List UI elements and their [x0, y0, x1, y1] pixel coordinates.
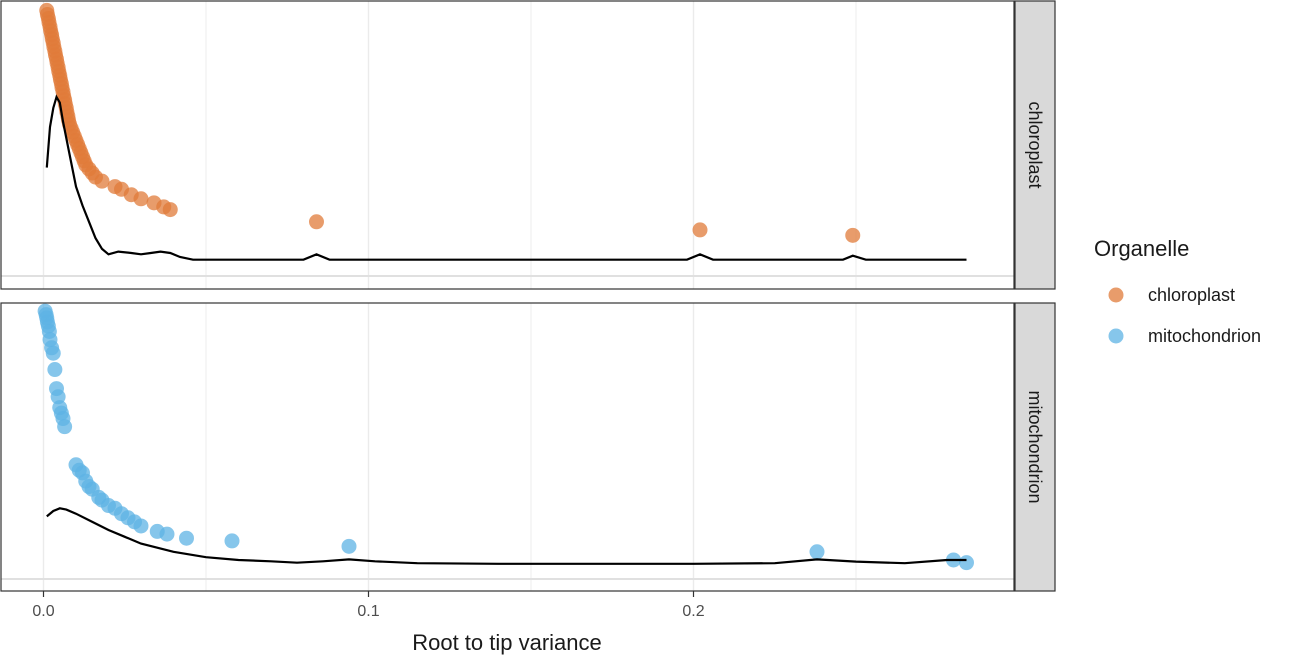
data-point	[341, 538, 357, 554]
data-point	[809, 544, 825, 560]
data-point	[133, 518, 149, 534]
x-axis: 0.0 0.1 0.2	[32, 591, 705, 620]
density-curve	[46, 507, 967, 565]
facet-panel-chloroplast: chloroplast	[0, 0, 1056, 290]
legend-key	[1108, 328, 1124, 344]
data-point	[309, 214, 324, 230]
facet-panel-mitochondrion: mitochondrion	[0, 302, 1056, 592]
data-point	[179, 530, 194, 546]
x-axis-title: Root to tip variance	[412, 630, 602, 655]
legend-label: chloroplast	[1148, 285, 1235, 305]
x-tick-label: 0.0	[32, 603, 54, 620]
facet-strip-label: mitochondrion	[1025, 390, 1045, 503]
data-point	[47, 362, 63, 378]
panel-border	[0, 0, 1015, 290]
facet-strip	[1014, 0, 1056, 290]
legend-item-chloroplast: chloroplast	[1108, 285, 1235, 305]
data-point	[94, 173, 110, 189]
facet-strip	[1014, 302, 1056, 592]
x-tick-label: 0.2	[682, 603, 704, 620]
data-point	[692, 222, 708, 238]
legend-title: Organelle	[1094, 236, 1189, 261]
data-point	[845, 227, 861, 243]
facet-panels: chloroplast mitochondrion	[0, 0, 1056, 592]
panel-background	[1, 303, 1014, 591]
data-point	[959, 555, 974, 571]
data-point	[45, 345, 61, 361]
legend: Organelle chloroplast mitochondrion	[1094, 236, 1261, 346]
legend-label: mitochondrion	[1148, 326, 1261, 346]
data-point	[162, 202, 178, 218]
panel-background	[1, 1, 1014, 289]
x-tick-label: 0.1	[357, 603, 379, 620]
data-point	[133, 191, 149, 207]
data-point	[57, 419, 73, 435]
data-point	[224, 533, 240, 549]
legend-key	[1108, 287, 1124, 303]
legend-item-mitochondrion: mitochondrion	[1108, 326, 1261, 346]
data-point	[159, 526, 175, 542]
facet-strip-label: chloroplast	[1025, 101, 1045, 188]
panel-border	[0, 302, 1015, 592]
density-curve	[45, 94, 967, 261]
